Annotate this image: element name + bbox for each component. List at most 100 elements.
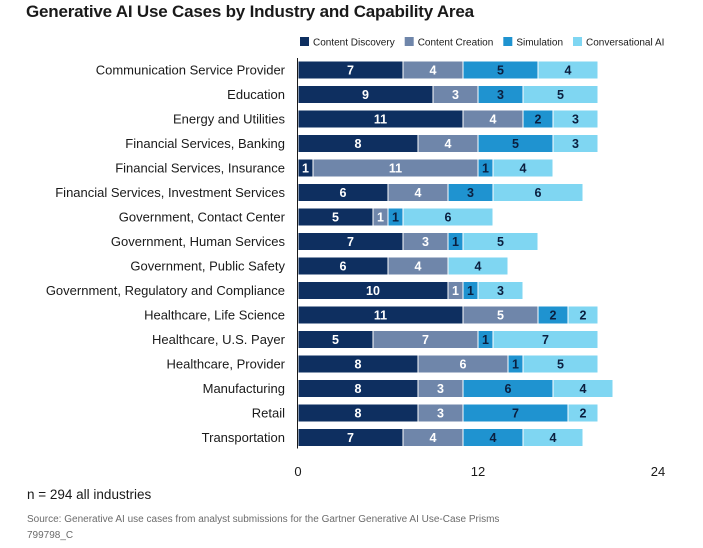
data-label: 8: [355, 407, 362, 421]
chart-title: Generative AI Use Cases by Industry and …: [26, 2, 474, 21]
data-label: 1: [482, 333, 489, 347]
data-label: 2: [550, 309, 557, 323]
data-label: 3: [422, 235, 429, 249]
bar-segment-conversational-ai: [552, 134, 599, 153]
data-label: 7: [347, 64, 354, 78]
data-label: 4: [550, 431, 557, 445]
category-label: Education: [227, 87, 285, 102]
data-label: 4: [490, 113, 497, 127]
data-label: 4: [565, 64, 572, 78]
data-label: 3: [497, 284, 504, 298]
source-text: Source: Generative AI use cases from ana…: [27, 514, 500, 525]
bar-segment-conversational-ai: [567, 403, 599, 423]
legend-swatch-conversational-ai: [573, 37, 583, 46]
data-label: 3: [437, 382, 444, 396]
bar-segment-conversational-ai: [447, 256, 509, 276]
data-label: 5: [512, 137, 519, 151]
segment-labels: 7 4 5 49 3 3 511 4 2 38 4 5 31 11 1 46 4 3 65 1 1 67 3 1 56 4 410 1…: [302, 64, 587, 446]
data-label: 4: [490, 431, 497, 445]
category-label: Healthcare, Provider: [167, 357, 286, 372]
data-label: 11: [389, 162, 402, 176]
legend-swatch-simulation: [503, 37, 513, 46]
data-label: 5: [557, 88, 564, 102]
legend-swatch-content-creation: [404, 37, 414, 46]
data-label: 9: [362, 88, 369, 102]
bar-segment-conversational-ai: [522, 428, 584, 447]
x-tick-label: 0: [294, 464, 301, 479]
data-label: 6: [505, 382, 512, 396]
category-label: Financial Services, Insurance: [115, 161, 285, 176]
data-label: 6: [445, 211, 452, 225]
data-label: 2: [580, 309, 587, 323]
category-labels: Communication Service Provider Education E…: [46, 63, 286, 446]
data-label: 5: [557, 358, 564, 372]
data-label: 3: [497, 88, 504, 102]
data-label: 6: [460, 358, 467, 372]
data-label: 5: [332, 211, 339, 225]
x-axis: 0 12 24: [294, 58, 665, 479]
legend-label-conversational-ai: Conversational AI: [586, 38, 664, 49]
data-label: 7: [347, 235, 354, 249]
data-label: 4: [430, 431, 437, 445]
category-label: Government, Regulatory and Compliance: [46, 283, 285, 298]
data-label: 11: [374, 309, 387, 323]
data-label: 6: [340, 260, 347, 274]
bar-segment-conversational-ai: [522, 354, 599, 374]
legend: Content Discovery Content Creation Simulat…: [300, 37, 664, 49]
category-label: Healthcare, U.S. Payer: [152, 332, 286, 347]
data-label: 4: [430, 64, 437, 78]
data-label: 4: [520, 162, 527, 176]
category-label: Financial Services, Banking: [125, 136, 285, 151]
category-label: Energy and Utilities: [173, 112, 285, 127]
legend-swatch-content-discovery: [300, 37, 309, 46]
bar-segment-conversational-ai: [552, 109, 599, 129]
data-label: 3: [467, 186, 474, 200]
category-label: Transportation: [202, 430, 285, 445]
data-label: 3: [452, 88, 459, 102]
data-label: 3: [572, 113, 579, 127]
data-label: 1: [512, 358, 519, 372]
data-label: 1: [467, 284, 474, 298]
category-label: Retail: [252, 406, 285, 421]
category-label: Government, Public Safety: [130, 259, 285, 274]
data-label: 11: [374, 113, 387, 127]
data-label: 1: [482, 162, 489, 176]
bars: [297, 60, 614, 447]
data-label: 4: [415, 186, 422, 200]
legend-label-content-discovery: Content Discovery: [313, 38, 395, 49]
legend-label-simulation: Simulation: [516, 38, 563, 49]
category-label: Government, Human Services: [111, 234, 286, 249]
data-label: 1: [377, 211, 384, 225]
bar-segment-conversational-ai: [402, 207, 494, 227]
data-label: 3: [572, 137, 579, 151]
data-label: 8: [355, 382, 362, 396]
bar-segment-conversational-ai: [477, 281, 524, 300]
category-label: Government, Contact Center: [119, 210, 286, 225]
data-label: 5: [332, 333, 339, 347]
data-label: 4: [475, 260, 482, 274]
data-label: 6: [535, 186, 542, 200]
data-label: 10: [366, 284, 380, 298]
data-label: 3: [437, 407, 444, 421]
data-label: 8: [355, 137, 362, 151]
sample-size-note: n = 294 all industries: [27, 487, 152, 502]
data-label: 7: [512, 407, 519, 421]
data-label: 7: [422, 333, 429, 347]
bar-segment-conversational-ai: [552, 379, 614, 398]
bar-segment-conversational-ai: [492, 183, 584, 202]
legend-label-content-creation: Content Creation: [418, 38, 494, 49]
data-label: 1: [452, 235, 459, 249]
data-label: 5: [497, 64, 504, 78]
data-label: 4: [445, 137, 452, 151]
document-id: 799798_C: [27, 530, 74, 541]
category-label: Communication Service Provider: [96, 63, 286, 78]
data-label: 2: [535, 113, 542, 127]
category-label: Manufacturing: [203, 381, 285, 396]
data-label: 1: [392, 211, 399, 225]
bar-segment-conversational-ai: [567, 305, 599, 325]
x-tick-label: 24: [651, 464, 665, 479]
category-label: Healthcare, Life Science: [144, 308, 285, 323]
x-tick-label: 12: [471, 464, 485, 479]
bar-segment-conversational-ai: [492, 158, 554, 178]
